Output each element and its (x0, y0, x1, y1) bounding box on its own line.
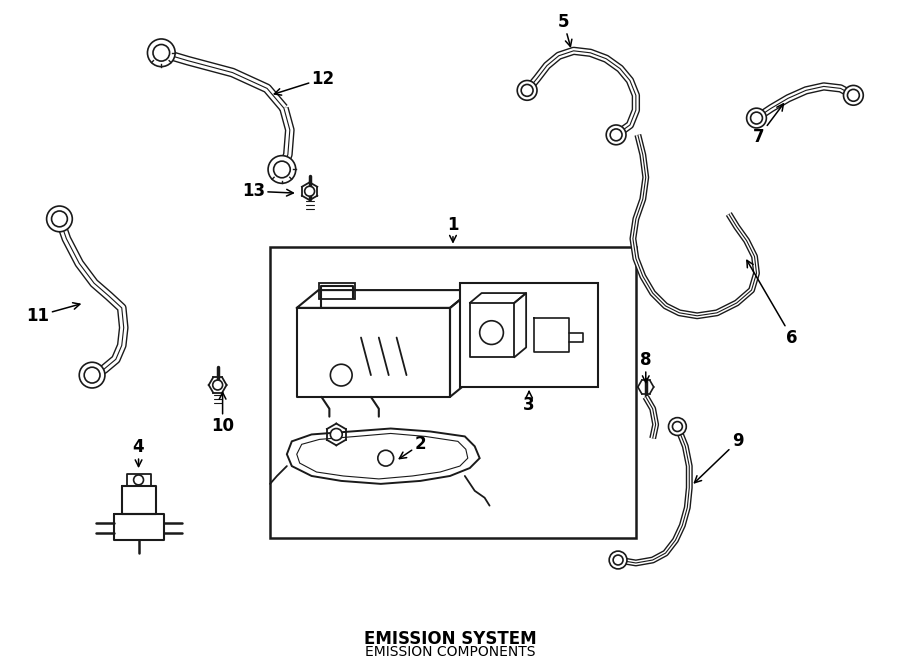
Circle shape (610, 129, 622, 141)
Text: 10: 10 (212, 393, 234, 435)
Text: 12: 12 (274, 69, 335, 95)
Circle shape (609, 551, 627, 569)
Text: 5: 5 (558, 13, 572, 46)
Text: 3: 3 (523, 391, 535, 414)
Text: EMISSION SYSTEM: EMISSION SYSTEM (364, 630, 536, 648)
Circle shape (274, 161, 290, 178)
Circle shape (51, 211, 68, 227)
Text: 4: 4 (132, 438, 144, 467)
Circle shape (843, 85, 863, 105)
Bar (270, 247, 636, 538)
Circle shape (751, 112, 762, 124)
Circle shape (148, 39, 176, 67)
Text: 13: 13 (242, 182, 293, 200)
Circle shape (672, 422, 682, 432)
Text: 2: 2 (400, 436, 427, 459)
Text: 7: 7 (752, 104, 784, 146)
Circle shape (79, 362, 105, 388)
Circle shape (607, 125, 626, 145)
Text: 9: 9 (695, 432, 743, 483)
Circle shape (521, 85, 533, 97)
Circle shape (480, 321, 503, 344)
Bar (460, 283, 598, 387)
Circle shape (747, 108, 767, 128)
Circle shape (669, 418, 687, 436)
Circle shape (133, 475, 143, 485)
Circle shape (848, 89, 860, 101)
Circle shape (378, 450, 393, 466)
Text: EMISSION COMPONENTS: EMISSION COMPONENTS (364, 645, 536, 659)
Circle shape (305, 186, 314, 196)
Circle shape (518, 81, 537, 100)
Circle shape (47, 206, 72, 232)
Text: 1: 1 (447, 216, 459, 242)
Circle shape (153, 44, 169, 61)
Text: 8: 8 (640, 351, 652, 383)
Circle shape (613, 555, 623, 565)
Circle shape (330, 428, 342, 440)
Circle shape (268, 155, 296, 183)
Text: 11: 11 (27, 303, 80, 325)
Bar (320, 283, 356, 299)
Circle shape (85, 368, 100, 383)
Text: 6: 6 (747, 260, 797, 346)
Circle shape (330, 364, 352, 386)
Circle shape (212, 380, 222, 390)
